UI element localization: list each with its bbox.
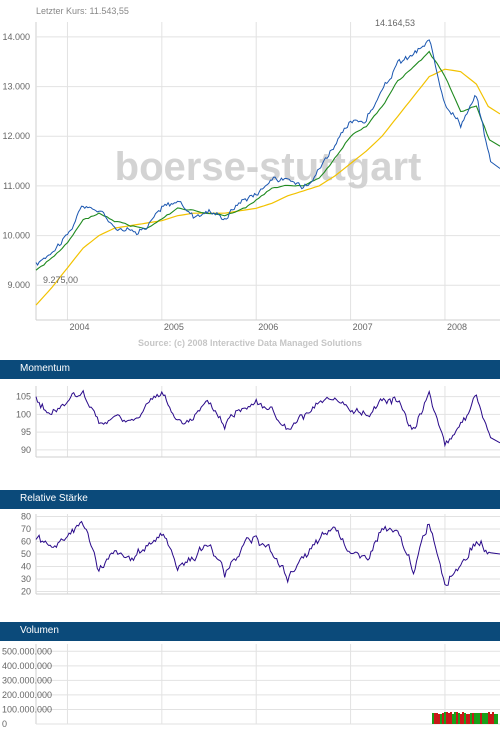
- y-tick-label: 400.000.000: [2, 661, 52, 671]
- rsi-header: Relative Stärke: [0, 490, 500, 509]
- y-tick-label: 500.000.000: [2, 646, 52, 656]
- price-chart: Letzter Kurs: 11.543,55 9.000 10.000 11.00…: [2, 6, 500, 348]
- volume-bar: [472, 713, 474, 724]
- y-tick-label: 70: [21, 524, 31, 534]
- price-grid: [35, 22, 500, 321]
- low-annotation: 9.275,00: [43, 275, 78, 285]
- volume-bar: [432, 713, 434, 724]
- y-tick-label: 300.000.000: [2, 675, 52, 685]
- volume-bar: [482, 713, 484, 724]
- y-tick-label: 0: [2, 719, 7, 729]
- volume-bar: [450, 712, 452, 724]
- volume-bar: [464, 713, 466, 724]
- x-tick-label: 2005: [164, 322, 184, 332]
- volume-bar: [438, 714, 440, 724]
- y-tick-label: 11.000: [3, 181, 30, 191]
- volume-bar: [484, 713, 486, 724]
- y-tick-label: 50: [21, 549, 31, 559]
- volume-title: Volumen: [20, 625, 59, 636]
- volume-bar: [452, 714, 454, 724]
- y-tick-label: 14.000: [2, 32, 30, 42]
- volume-bar: [460, 714, 462, 724]
- volume-bar: [440, 714, 442, 724]
- price-line: [35, 39, 500, 266]
- y-tick-label: 100.000.000: [2, 704, 52, 714]
- volume-bar: [488, 712, 490, 724]
- high-annotation: 14.164,53: [375, 18, 415, 28]
- volume-bar: [492, 712, 494, 724]
- volume-bar: [434, 713, 436, 724]
- volume-bars: [432, 712, 498, 724]
- volume-bar: [442, 713, 444, 724]
- source-note: Source: (c) 2008 Interactive Data Manage…: [138, 338, 362, 348]
- volume-bar: [444, 712, 446, 724]
- y-tick-label: 100: [16, 409, 31, 419]
- volume-bar: [478, 713, 480, 724]
- volume-chart: 0 100.000.000 200.000.000 300.000.000 400.00…: [2, 644, 500, 729]
- y-tick-label: 30: [21, 574, 31, 584]
- rsi-grid: [35, 514, 500, 595]
- volume-bar: [446, 712, 448, 724]
- watermark: boerse-stuttgart: [115, 145, 422, 189]
- y-tick-label: 200.000.000: [2, 690, 52, 700]
- volume-bar: [476, 713, 478, 724]
- volume-bar: [480, 713, 482, 724]
- last-price-label: Letzter Kurs: 11.543,55: [36, 6, 129, 16]
- volume-bar: [470, 713, 472, 724]
- y-tick-label: 80: [21, 512, 31, 522]
- momentum-chart: 90 95 100 105: [16, 386, 500, 458]
- momentum-title: Momentum: [20, 363, 71, 374]
- y-tick-label: 105: [16, 392, 31, 402]
- momentum-y-ticks: 90 95 100 105: [16, 392, 31, 455]
- volume-bar: [468, 714, 470, 724]
- volume-bar: [474, 713, 476, 724]
- x-tick-label: 2006: [258, 322, 278, 332]
- y-tick-label: 13.000: [2, 82, 30, 92]
- y-tick-label: 10.000: [2, 231, 30, 241]
- momentum-line: [35, 389, 500, 448]
- volume-grid: [35, 644, 500, 725]
- y-tick-label: 9.000: [7, 280, 30, 290]
- momentum-grid: [35, 386, 500, 458]
- y-tick-label: 40: [21, 562, 31, 572]
- volume-bar: [490, 714, 492, 724]
- volume-header: Volumen: [0, 622, 500, 641]
- y-tick-label: 60: [21, 537, 31, 547]
- volume-bar: [486, 713, 488, 724]
- rsi-line: [35, 520, 500, 586]
- volume-bar: [456, 712, 458, 724]
- y-tick-label: 90: [21, 445, 31, 455]
- rsi-y-ticks: 20 30 40 50 60 70 80: [21, 512, 31, 597]
- price-x-ticks: 2004 2005 2006 2007 2008: [69, 322, 467, 332]
- volume-bar: [494, 714, 496, 724]
- volume-bar: [458, 713, 460, 724]
- price-y-ticks: 9.000 10.000 11.000 12.000 13.000 14.000: [2, 32, 30, 290]
- volume-bar: [448, 713, 450, 724]
- y-tick-label: 20: [21, 587, 31, 597]
- x-tick-label: 2004: [69, 322, 89, 332]
- volume-bar: [454, 712, 456, 724]
- x-tick-label: 2008: [447, 322, 467, 332]
- rsi-title: Relative Stärke: [20, 493, 88, 504]
- volume-bar: [462, 712, 464, 724]
- volume-y-ticks: 0 100.000.000 200.000.000 300.000.000 400.00…: [2, 646, 52, 729]
- y-tick-label: 95: [21, 427, 31, 437]
- momentum-header: Momentum: [0, 360, 500, 379]
- ma-long-line: [35, 68, 500, 306]
- ma-short-line: [35, 50, 500, 271]
- rsi-chart: 20 30 40 50 60 70 80: [21, 512, 500, 597]
- x-tick-label: 2007: [353, 322, 373, 332]
- volume-bar: [496, 714, 498, 724]
- volume-bar: [436, 713, 438, 724]
- y-tick-label: 12.000: [2, 131, 30, 141]
- volume-bar: [466, 714, 468, 724]
